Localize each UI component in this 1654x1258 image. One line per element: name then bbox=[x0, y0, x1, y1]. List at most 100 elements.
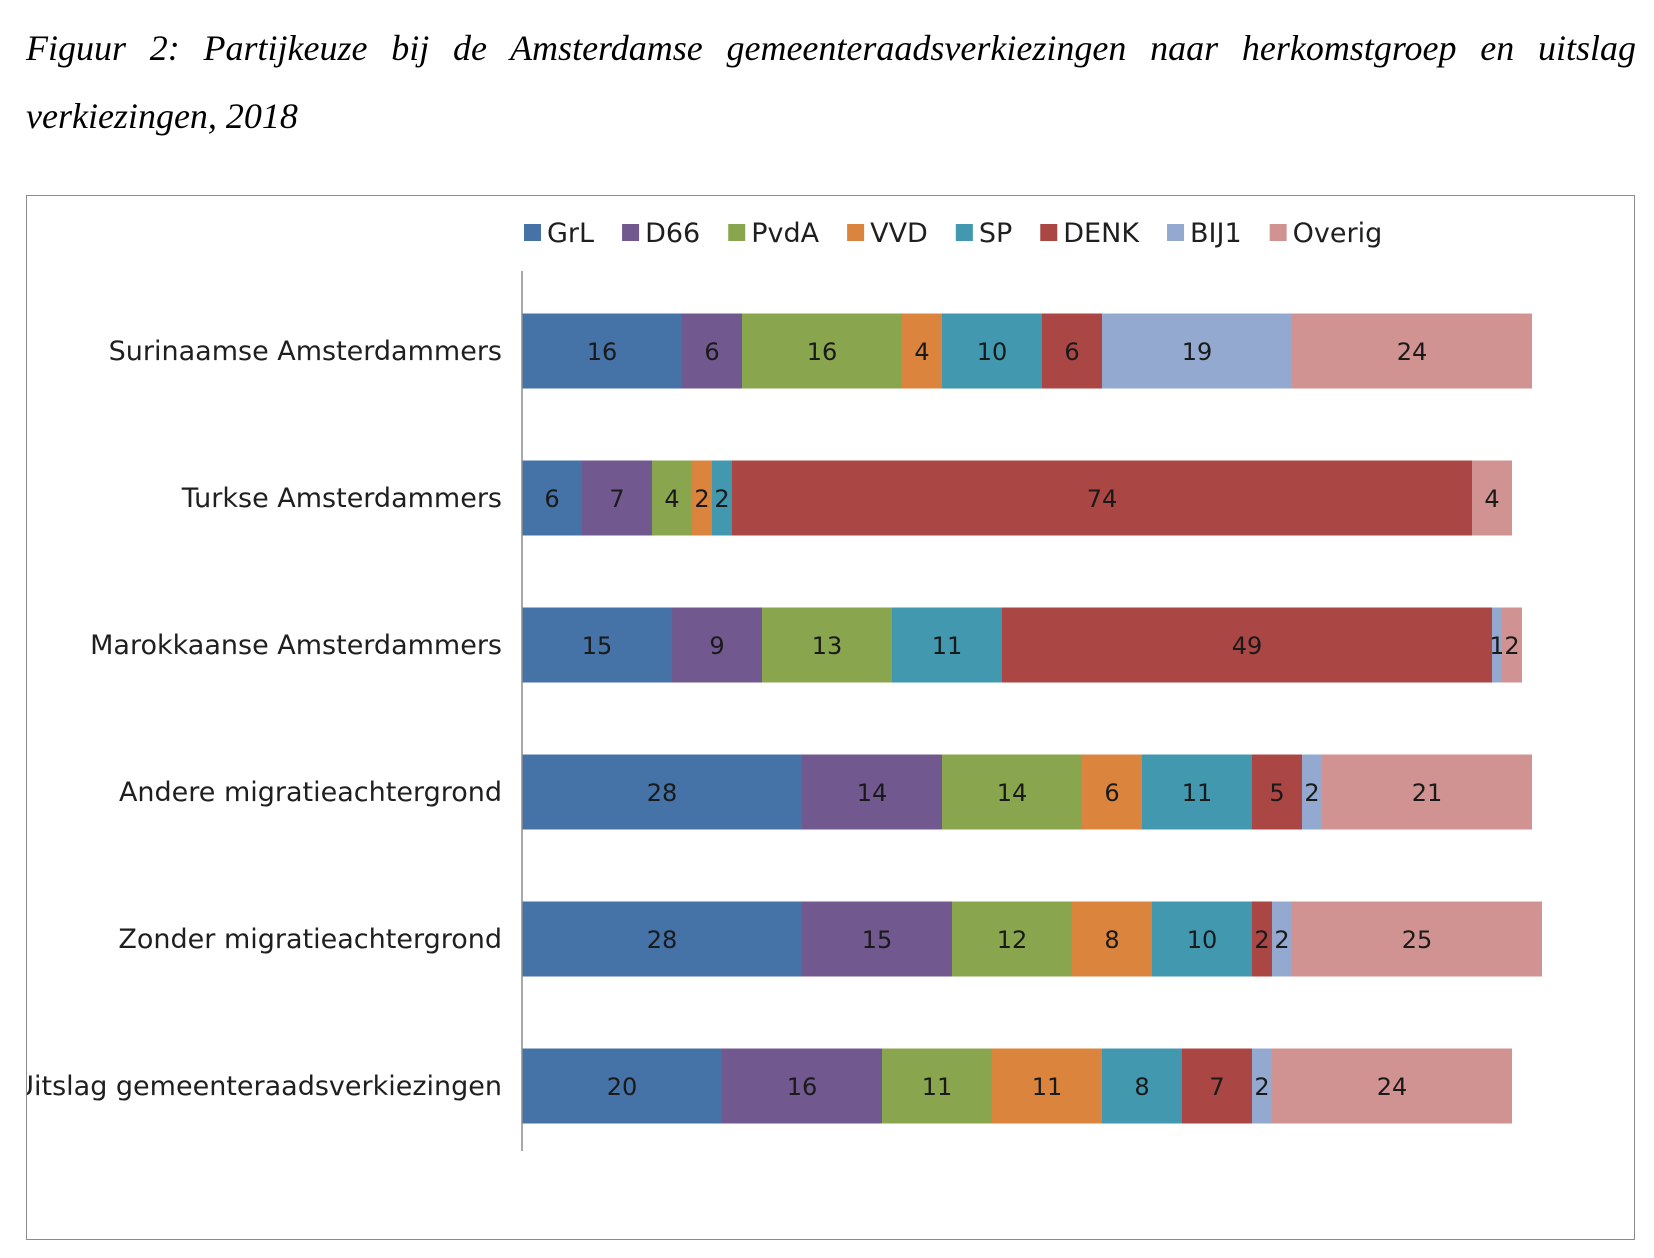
legend-swatch-bij1 bbox=[1167, 224, 1185, 241]
legend-swatch-vvd bbox=[847, 224, 865, 241]
legend-label-bij1: BIJ1 bbox=[1190, 218, 1242, 249]
bar-grl-turkse-amsterdammers bbox=[522, 460, 582, 536]
data-label-denk-uitslag-gemeenteraadsverkiezingen: 7 bbox=[1209, 1073, 1224, 1101]
data-label-bij1-marokkaanse-amsterdammers: 1 bbox=[1489, 632, 1504, 660]
legend-swatch-overig bbox=[1269, 224, 1287, 241]
bar-pvda-andere-migratieachtergrond bbox=[942, 754, 1082, 830]
data-label-bij1-zonder-migratieachtergrond: 2 bbox=[1274, 926, 1289, 954]
data-label-sp-marokkaanse-amsterdammers: 11 bbox=[932, 632, 963, 660]
bar-pvda-turkse-amsterdammers bbox=[652, 460, 692, 536]
category-label-marokkaanse-amsterdammers: Marokkaanse Amsterdammers bbox=[90, 630, 502, 661]
bar-sp-zonder-migratieachtergrond bbox=[1152, 901, 1252, 977]
bar-grl-uitslag-gemeenteraadsverkiezingen bbox=[522, 1048, 722, 1124]
bar-bij1-zonder-migratieachtergrond bbox=[1272, 901, 1292, 977]
data-label-bij1-uitslag-gemeenteraadsverkiezingen: 2 bbox=[1254, 1073, 1269, 1101]
bar-bij1-andere-migratieachtergrond bbox=[1302, 754, 1322, 830]
legend-label-d66: D66 bbox=[645, 218, 700, 249]
bar-vvd-turkse-amsterdammers bbox=[692, 460, 712, 536]
bar-grl-surinaamse-amsterdammers bbox=[522, 313, 682, 389]
data-label-vvd-turkse-amsterdammers: 2 bbox=[694, 485, 709, 513]
stacked-bar-chart: GrL D66 PvdA VVD SP DENK BIJ1 Overig Surinaamse… bbox=[27, 218, 1542, 1151]
legend-swatch-grl bbox=[524, 224, 541, 241]
bar-denk-uitslag-gemeenteraadsverkiezingen bbox=[1182, 1048, 1252, 1124]
bar-overig-uitslag-gemeenteraadsverkiezingen bbox=[1272, 1048, 1512, 1124]
bar-d66-turkse-amsterdammers bbox=[582, 460, 652, 536]
figure-caption: Figuur 2: Partijkeuze bij de Amsterdamse… bbox=[26, 28, 1636, 136]
data-label-vvd-andere-migratieachtergrond: 6 bbox=[1104, 779, 1119, 807]
legend-swatch-denk bbox=[1040, 224, 1058, 241]
bar-denk-marokkaanse-amsterdammers bbox=[1002, 607, 1492, 683]
bar-bij1-surinaamse-amsterdammers bbox=[1102, 313, 1292, 389]
data-label-pvda-turkse-amsterdammers: 4 bbox=[664, 485, 679, 513]
bar-bij1-uitslag-gemeenteraadsverkiezingen bbox=[1252, 1048, 1272, 1124]
data-label-pvda-surinaamse-amsterdammers: 16 bbox=[807, 338, 838, 366]
bar-sp-andere-migratieachtergrond bbox=[1142, 754, 1252, 830]
category-label-surinaamse-amsterdammers: Surinaamse Amsterdammers bbox=[109, 336, 502, 367]
bar-sp-uitslag-gemeenteraadsverkiezingen bbox=[1102, 1048, 1182, 1124]
data-label-sp-surinaamse-amsterdammers: 10 bbox=[977, 338, 1008, 366]
bar-vvd-zonder-migratieachtergrond bbox=[1072, 901, 1152, 977]
data-label-overig-marokkaanse-amsterdammers: 2 bbox=[1504, 632, 1519, 660]
bar-segments: 16 6 16 4 10 6 19 246 7 4 2 2 74 415 9 13 11 49 1 228 14 14 6 1… bbox=[522, 313, 1542, 1124]
bar-vvd-uitslag-gemeenteraadsverkiezingen bbox=[992, 1048, 1102, 1124]
data-label-d66-andere-migratieachtergrond: 14 bbox=[857, 779, 888, 807]
data-label-overig-zonder-migratieachtergrond: 25 bbox=[1402, 926, 1433, 954]
legend-label-pvda: PvdA bbox=[751, 218, 819, 249]
data-label-grl-surinaamse-amsterdammers: 16 bbox=[587, 338, 618, 366]
bar-denk-andere-migratieachtergrond bbox=[1252, 754, 1302, 830]
data-label-d66-uitslag-gemeenteraadsverkiezingen: 16 bbox=[787, 1073, 818, 1101]
data-label-overig-uitslag-gemeenteraadsverkiezingen: 24 bbox=[1377, 1073, 1408, 1101]
bar-denk-surinaamse-amsterdammers bbox=[1042, 313, 1102, 389]
data-label-grl-uitslag-gemeenteraadsverkiezingen: 20 bbox=[607, 1073, 638, 1101]
data-label-sp-zonder-migratieachtergrond: 10 bbox=[1187, 926, 1218, 954]
bar-pvda-zonder-migratieachtergrond bbox=[952, 901, 1072, 977]
data-label-denk-surinaamse-amsterdammers: 6 bbox=[1064, 338, 1079, 366]
legend-swatch-d66 bbox=[622, 224, 640, 241]
bar-pvda-uitslag-gemeenteraadsverkiezingen bbox=[882, 1048, 992, 1124]
bar-denk-zonder-migratieachtergrond bbox=[1252, 901, 1272, 977]
bar-grl-andere-migratieachtergrond bbox=[522, 754, 802, 830]
data-label-grl-marokkaanse-amsterdammers: 15 bbox=[582, 632, 613, 660]
bar-d66-andere-migratieachtergrond bbox=[802, 754, 942, 830]
data-label-overig-andere-migratieachtergrond: 21 bbox=[1412, 779, 1443, 807]
data-label-pvda-marokkaanse-amsterdammers: 13 bbox=[812, 632, 843, 660]
bar-grl-marokkaanse-amsterdammers bbox=[522, 607, 672, 683]
legend-swatch-sp bbox=[955, 224, 973, 241]
data-label-pvda-andere-migratieachtergrond: 14 bbox=[997, 779, 1028, 807]
data-label-bij1-surinaamse-amsterdammers: 19 bbox=[1182, 338, 1213, 366]
data-label-vvd-uitslag-gemeenteraadsverkiezingen: 11 bbox=[1032, 1073, 1063, 1101]
bar-sp-turkse-amsterdammers bbox=[712, 460, 732, 536]
bar-overig-surinaamse-amsterdammers bbox=[1292, 313, 1532, 389]
bar-vvd-andere-migratieachtergrond bbox=[1082, 754, 1142, 830]
legend-label-grl: GrL bbox=[547, 218, 594, 249]
data-label-sp-andere-migratieachtergrond: 11 bbox=[1182, 779, 1213, 807]
bar-d66-uitslag-gemeenteraadsverkiezingen bbox=[722, 1048, 882, 1124]
legend-label-sp: SP bbox=[979, 218, 1012, 249]
bar-pvda-marokkaanse-amsterdammers bbox=[762, 607, 892, 683]
category-label-andere-migratieachtergrond: Andere migratieachtergrond bbox=[119, 777, 502, 808]
category-label-turkse-amsterdammers: Turkse Amsterdammers bbox=[181, 483, 502, 514]
data-label-vvd-surinaamse-amsterdammers: 4 bbox=[914, 338, 929, 366]
data-label-sp-uitslag-gemeenteraadsverkiezingen: 8 bbox=[1134, 1073, 1149, 1101]
data-label-denk-marokkaanse-amsterdammers: 49 bbox=[1232, 632, 1263, 660]
data-label-overig-surinaamse-amsterdammers: 24 bbox=[1397, 338, 1428, 366]
bar-overig-turkse-amsterdammers bbox=[1472, 460, 1512, 536]
bar-overig-marokkaanse-amsterdammers bbox=[1502, 607, 1522, 683]
bar-sp-surinaamse-amsterdammers bbox=[942, 313, 1042, 389]
data-label-denk-andere-migratieachtergrond: 5 bbox=[1269, 779, 1284, 807]
chart-frame: GrL D66 PvdA VVD SP DENK BIJ1 Overig Surinaamse… bbox=[26, 195, 1635, 1240]
data-label-denk-zonder-migratieachtergrond: 2 bbox=[1254, 926, 1269, 954]
category-label-zonder-migratieachtergrond: Zonder migratieachtergrond bbox=[118, 924, 502, 955]
bar-denk-turkse-amsterdammers bbox=[732, 460, 1472, 536]
bar-d66-zonder-migratieachtergrond bbox=[802, 901, 952, 977]
bar-d66-marokkaanse-amsterdammers bbox=[672, 607, 762, 683]
bar-overig-andere-migratieachtergrond bbox=[1322, 754, 1532, 830]
category-label-uitslag-gemeenteraadsverkiezingen: Uitslag gemeenteraadsverkiezingen bbox=[27, 1071, 502, 1102]
legend-label-vvd: VVD bbox=[870, 218, 928, 249]
data-label-denk-turkse-amsterdammers: 74 bbox=[1087, 485, 1118, 513]
data-label-vvd-zonder-migratieachtergrond: 8 bbox=[1104, 926, 1119, 954]
bar-pvda-surinaamse-amsterdammers bbox=[742, 313, 902, 389]
data-label-grl-andere-migratieachtergrond: 28 bbox=[647, 779, 678, 807]
data-label-d66-surinaamse-amsterdammers: 6 bbox=[704, 338, 719, 366]
bar-bij1-marokkaanse-amsterdammers bbox=[1492, 607, 1502, 683]
